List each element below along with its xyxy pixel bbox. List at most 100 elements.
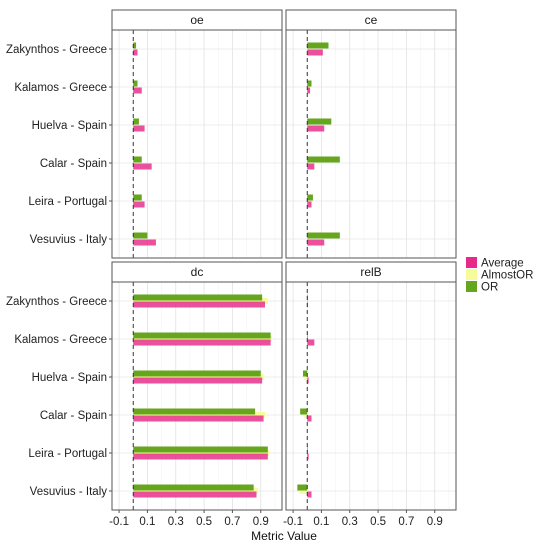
x-tick-label: 0.9 [427,516,443,528]
x-tick-label: 0.5 [370,516,386,528]
x-tick-label: 0.5 [196,516,212,528]
bar-dc-or-4 [133,446,268,453]
strip-label: ce [365,13,378,27]
y-tick-label: Calar - Spain [40,158,107,170]
bar-dc-almostor-5 [133,488,258,494]
y-tick-label: Leira - Portugal [28,196,107,208]
bar-relB-average-2 [307,377,309,384]
panel-background [286,30,456,258]
bar-dc-or-5 [133,484,254,491]
bar-dc-almostor-2 [133,374,264,380]
bar-ce-almostor-5 [307,236,309,242]
y-tick-label: Kalamos - Greece [14,334,107,346]
panel-ce: ce [285,9,457,259]
bar-dc-average-1 [133,339,271,346]
strip-background [285,9,457,31]
bar-relB-almostor-2 [304,374,308,380]
strip-background [285,261,457,283]
legend-label-almostor: AlmostOR [481,270,533,282]
bar-ce-or-0 [307,42,329,49]
bar-oe-almostor-3 [133,160,135,166]
bar-ce-average-2 [307,125,325,132]
bar-dc-or-3 [133,408,256,415]
panel-background [112,30,282,258]
bar-dc-almostor-1 [133,336,273,342]
strip-label: relB [360,265,381,279]
bar-oe-or-2 [133,118,139,125]
bar-ce-or-5 [307,232,340,239]
bar-oe-average-1 [133,87,142,94]
bar-dc-average-3 [133,415,264,422]
bar-relB-or-4 [307,446,308,453]
x-tick-label: 0.3 [168,516,184,528]
bar-ce-average-5 [307,239,325,246]
bar-relB-almostor-3 [304,412,308,418]
x-tick-label: -0.1 [283,516,303,528]
bar-ce-or-4 [307,194,313,201]
bar-dc-or-2 [133,370,261,377]
y-tick-label: Huelva - Spain [32,372,107,384]
bar-relB-almostor-5 [300,488,308,494]
bar-oe-almostor-0 [133,46,135,52]
bar-dc-average-2 [133,377,263,384]
bar-relB-average-4 [307,453,309,460]
bar-ce-average-0 [307,49,323,56]
x-tick-label: 0.3 [342,516,358,528]
y-tick-label: Vesuvius - Italy [30,486,108,498]
bar-ce-or-2 [307,118,332,125]
bar-dc-average-4 [133,453,268,460]
y-tick-label: Calar - Spain [40,410,107,422]
bar-relB-almostor-0 [307,298,308,304]
y-tick-label: Zakynthos - Greece [6,44,107,56]
panel-relB: relB -0.1 0.1 0.3 0.5 0.7 0.9 [283,261,457,528]
bar-ce-or-1 [307,80,312,87]
bar-ce-average-1 [307,87,311,94]
bar-oe-average-0 [133,49,138,56]
bar-oe-almostor-2 [133,122,135,128]
strip-label: dc [191,265,204,279]
panel-dc: dc Zakynthos - Greece Kalamos - Greece Huel… [6,261,283,528]
bar-dc-or-0 [133,294,263,301]
x-tick-label: 0.1 [313,516,329,528]
bar-oe-almostor-4 [133,198,135,204]
bar-oe-average-3 [133,163,152,170]
bar-relB-or-3 [300,408,308,415]
strip-background [111,9,283,31]
bar-relB-average-3 [307,415,312,422]
panel-background [286,282,456,510]
bar-ce-average-3 [307,163,315,170]
bar-dc-almostor-4 [133,450,270,456]
bar-ce-almostor-1 [307,84,309,90]
x-tick-label: 0.1 [139,516,155,528]
y-tick-label: Vesuvius - Italy [30,234,108,246]
bar-ce-average-4 [307,201,312,208]
x-tick-label: 0.7 [398,516,414,528]
bar-oe-or-3 [133,156,142,163]
bar-dc-or-1 [133,332,271,339]
bar-oe-average-5 [133,239,156,246]
bar-oe-average-4 [133,201,145,208]
bar-relB-average-1 [307,339,315,346]
legend-swatch-average [466,257,477,268]
bar-ce-almostor-0 [307,46,309,52]
bar-ce-almostor-2 [307,122,309,128]
legend-label-or: OR [481,282,498,294]
bar-oe-almostor-1 [133,84,135,90]
bar-oe-or-1 [133,80,138,87]
bar-oe-or-4 [133,194,142,201]
y-tick-label: Huelva - Spain [32,120,107,132]
bar-dc-almostor-3 [133,412,265,418]
x-tick-label: 0.9 [253,516,269,528]
bar-ce-almostor-3 [307,160,309,166]
bar-oe-almostor-5 [133,236,135,242]
x-tick-label: -0.1 [109,516,129,528]
panel-background [112,282,282,510]
bar-relB-average-5 [307,491,312,498]
bar-relB-or-2 [303,370,308,377]
bar-relB-or-1 [307,332,308,339]
bar-oe-or-5 [133,232,148,239]
y-tick-label: Leira - Portugal [28,448,107,460]
bar-relB-or-5 [297,484,308,491]
